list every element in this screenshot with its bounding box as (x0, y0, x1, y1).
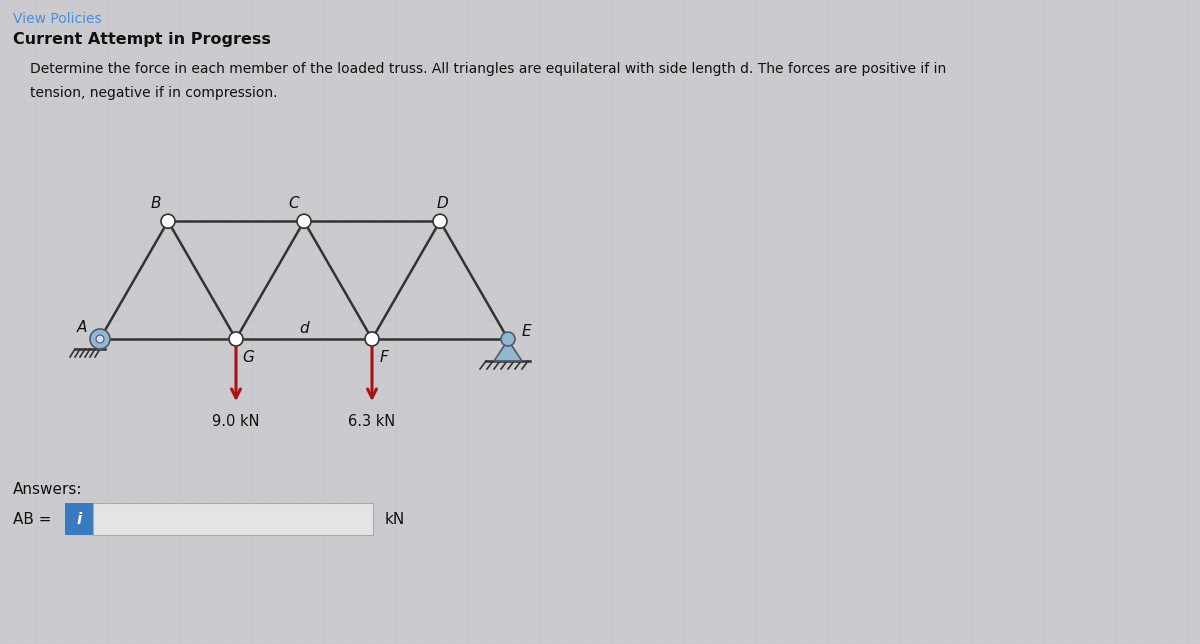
Text: C: C (289, 196, 299, 211)
Text: i: i (77, 511, 82, 527)
Text: A: A (77, 319, 88, 334)
Text: AB =: AB = (13, 511, 52, 527)
Text: kN: kN (385, 511, 406, 527)
Text: F: F (379, 350, 389, 365)
Text: Determine the force in each member of the loaded truss. All triangles are equila: Determine the force in each member of th… (30, 62, 947, 76)
Circle shape (161, 214, 175, 228)
Text: Answers:: Answers: (13, 482, 83, 497)
FancyBboxPatch shape (65, 503, 94, 535)
Text: tension, negative if in compression.: tension, negative if in compression. (30, 86, 277, 100)
FancyBboxPatch shape (94, 503, 373, 535)
Text: D: D (436, 196, 448, 211)
Circle shape (500, 332, 515, 346)
Text: G: G (242, 350, 254, 365)
Text: E: E (521, 323, 530, 339)
Text: 6.3 kN: 6.3 kN (348, 414, 396, 429)
Circle shape (229, 332, 244, 346)
Circle shape (90, 329, 110, 349)
Text: 9.0 kN: 9.0 kN (212, 414, 259, 429)
Text: B: B (151, 196, 161, 211)
Circle shape (298, 214, 311, 228)
Circle shape (365, 332, 379, 346)
Text: Current Attempt in Progress: Current Attempt in Progress (13, 32, 271, 47)
Circle shape (433, 214, 446, 228)
Text: d: d (299, 321, 308, 336)
Polygon shape (494, 340, 522, 361)
Text: View Policies: View Policies (13, 12, 102, 26)
Circle shape (96, 335, 104, 343)
